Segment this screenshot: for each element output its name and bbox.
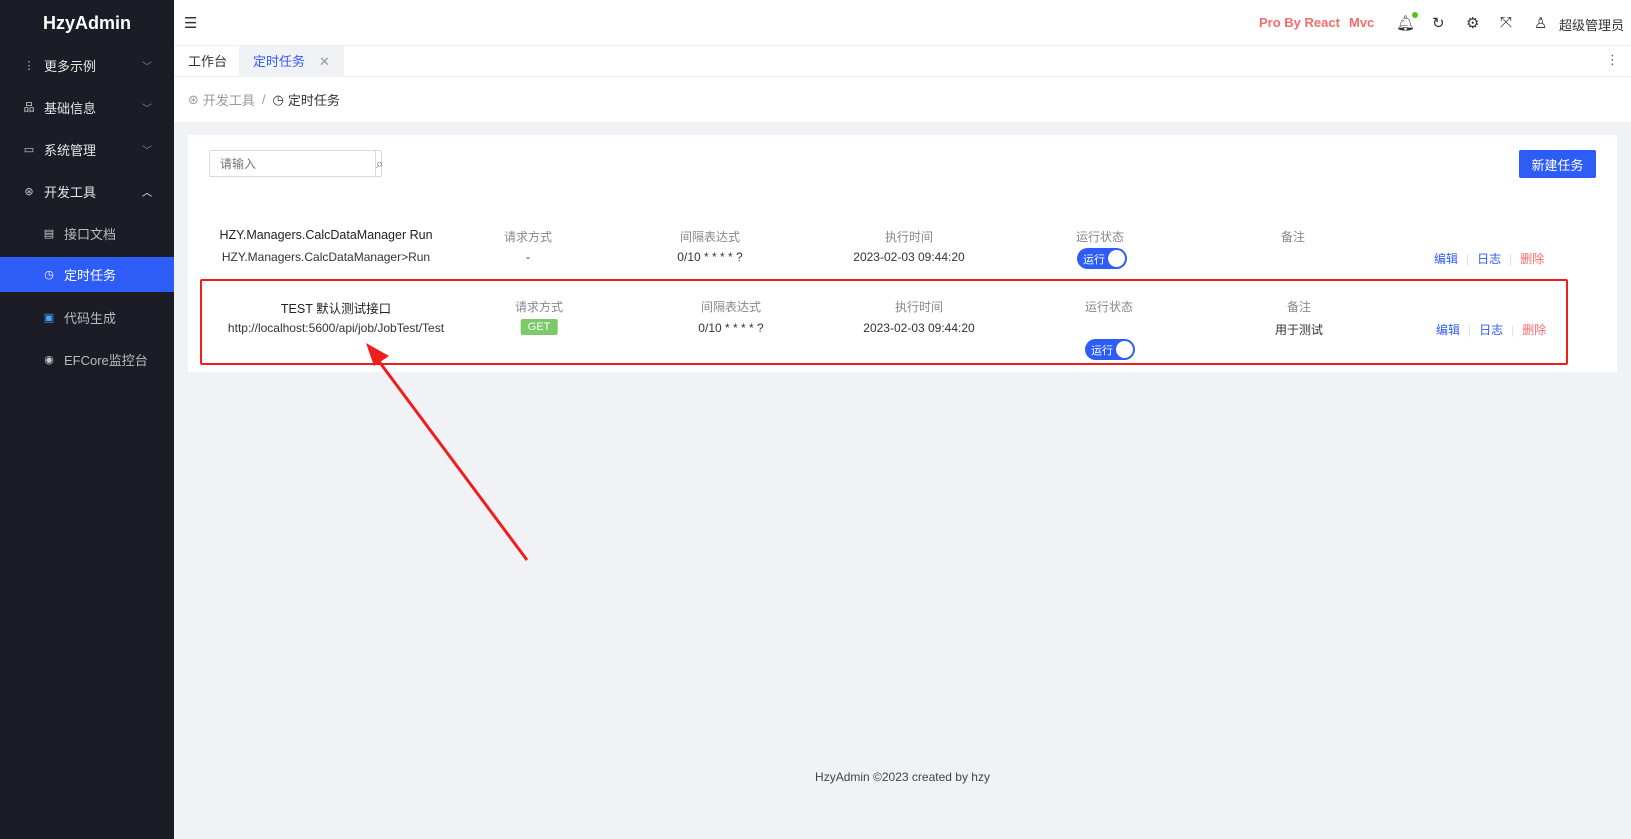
status-label: 运行状态 [1075,230,1125,244]
time-label: 执行时间 [894,300,944,314]
more-icon[interactable]: ⋮ [1606,52,1619,67]
search-input[interactable] [210,151,375,176]
job-target: http://localhost:5600/api/job/JobTest/Te… [227,321,445,335]
sidebar-item-label: 更多示例 [44,58,97,74]
delete-link[interactable]: 删除 [1520,252,1545,266]
sidebar-item-scheduled-tasks[interactable]: ◷ 定时任务 [0,257,174,292]
note-label: 备注 [1280,230,1306,244]
sidebar-item-code-gen[interactable]: ▣ 代码生成 [0,296,174,338]
method-badge: GET [520,319,558,335]
sidebar-item-label: 接口文档 [64,226,117,242]
terminal-icon: ▣ [43,311,55,324]
note-label: 备注 [1286,300,1312,314]
toggle-label: 运行 [1083,253,1105,266]
fullscreen-icon[interactable]: ⤧ [1500,14,1513,31]
tab-scheduled-tasks[interactable]: 定时任务 ✕ [239,46,344,77]
tab-bar: 工作台 定时任务 ✕ ⋮ [174,46,1631,77]
interval-value: 0/10 * * * * ? [677,250,743,264]
sidebar-item-more-examples[interactable]: ⋮ 更多示例 ﹀ [0,44,174,86]
interval-value: 0/10 * * * * ? [698,321,764,335]
edit-link[interactable]: 编辑 [1434,252,1459,266]
content-card [188,135,1617,372]
toggle-label: 运行 [1091,344,1113,357]
interval-label: 间隔表达式 [679,230,741,244]
app-logo: HzyAdmin [42,13,131,33]
method-label: 请求方式 [503,230,553,244]
job-title: HZY.Managers.CalcDataManager Run [219,228,433,242]
search-box: ⌕ [209,150,383,177]
chevron-down-icon: ﹀ [142,145,152,157]
status-toggle[interactable]: 运行 [1085,339,1135,360]
new-task-button[interactable]: 新建任务 [1519,150,1596,178]
sidebar-item-dev-tools[interactable]: ⊛ 开发工具 ︿ [0,170,174,212]
breadcrumb-item: 定时任务 [287,93,340,108]
edit-link[interactable]: 编辑 [1436,323,1461,337]
tab-workbench[interactable]: 工作台 [174,46,241,77]
status-label: 运行状态 [1084,300,1134,314]
sidebar-item-label: 基础信息 [44,100,97,116]
sidebar-item-label: 系统管理 [44,142,97,158]
status-toggle[interactable]: 运行 [1077,248,1127,269]
clock-icon: ◷ [272,91,284,107]
search-icon[interactable]: ⌕ [375,151,383,176]
sidebar-item-basic-info[interactable]: 品基础信息 ﹀ [0,86,174,128]
sidebar-item-label: 开发工具 [44,184,97,200]
row-actions: 编辑 | 日志 | 删除 [1436,323,1547,337]
file-search-icon: ▤ [43,227,55,240]
username[interactable]: 超级管理员 [1559,18,1625,33]
clock-icon: ◷ [44,269,54,281]
sidebar-item-efcore[interactable]: ◉ EFCore监控台 [0,338,174,380]
log-link[interactable]: 日志 [1477,252,1502,266]
desktop-icon: ▭ [23,143,35,156]
sidebar-item-label: 代码生成 [64,310,117,326]
footer: HzyAdmin ©2023 created by hzy [815,770,990,784]
sidebar: HzyAdmin ⋮ 更多示例 ﹀ 品基础信息 ﹀ ▭ 系统管理 ﹀ ⊛ 开发工具 ︿ ▤ 接口… [0,0,174,839]
cluster-icon: 品 [23,102,35,114]
highlight-annotation-box [200,279,1568,365]
sidebar-item-api-docs[interactable]: ▤ 接口文档 [0,212,174,254]
dashboard-icon: ◉ [44,353,54,366]
table-row: HZY.Managers.CalcDataManager Run HZY.Man… [0,0,1631,269]
method-value: - [526,250,530,264]
user-icon[interactable]: ♙ [1534,15,1548,32]
time-label: 执行时间 [884,230,934,244]
note-value: 用于测试 [1274,323,1324,337]
menu-fold-icon[interactable]: ☰ [184,15,198,32]
job-title: TEST 默认测试接口 [280,302,392,316]
notification-icon[interactable]: 🔔︎ [1396,12,1419,32]
chevron-down-icon: ﹀ [142,61,152,73]
table-row: TEST 默认测试接口 http://localhost:5600/api/jo… [0,21,1631,360]
sidebar-item-label: 定时任务 [64,268,117,283]
time-value: 2023-02-03 09:44:20 [863,321,975,335]
codesandbox-icon: ⊛ [188,91,199,107]
log-link[interactable]: 日志 [1479,323,1504,337]
top-header: ☰ Pro By React Mvc 🔔︎ ↻ ⚙ ⤧ ♙ 超级管理员 [174,0,1631,46]
interval-label: 间隔表达式 [700,300,762,314]
time-value: 2023-02-03 09:44:20 [853,250,965,264]
pro-by-react-link[interactable]: Pro By React [1259,15,1340,30]
close-icon[interactable]: ✕ [319,54,330,69]
sidebar-item-system[interactable]: ▭ 系统管理 ﹀ [0,128,174,170]
breadcrumb: ⊛ 开发工具 / ◷ 定时任务 [174,77,1631,122]
delete-link[interactable]: 删除 [1522,323,1547,337]
tab-label: 工作台 [188,54,228,69]
more-vertical-icon: ⋮ [23,59,35,72]
row-actions: 编辑 | 日志 | 删除 [1434,252,1545,266]
breadcrumb-item[interactable]: 开发工具 [202,93,255,108]
chevron-down-icon: ﹀ [142,103,152,115]
codesandbox-icon: ⊛ [24,185,34,198]
job-target: HZY.Managers.CalcDataManager>Run [221,250,431,264]
mvc-link[interactable]: Mvc [1349,15,1375,30]
breadcrumb-separator: / [261,92,266,107]
sidebar-item-label: EFCore监控台 [64,352,148,368]
settings-icon[interactable]: ⚙ [1466,15,1480,32]
chevron-up-icon: ︿ [142,187,152,199]
method-label: 请求方式 [514,300,564,314]
reload-icon[interactable]: ↻ [1432,15,1445,32]
tab-label: 定时任务 [253,54,306,69]
